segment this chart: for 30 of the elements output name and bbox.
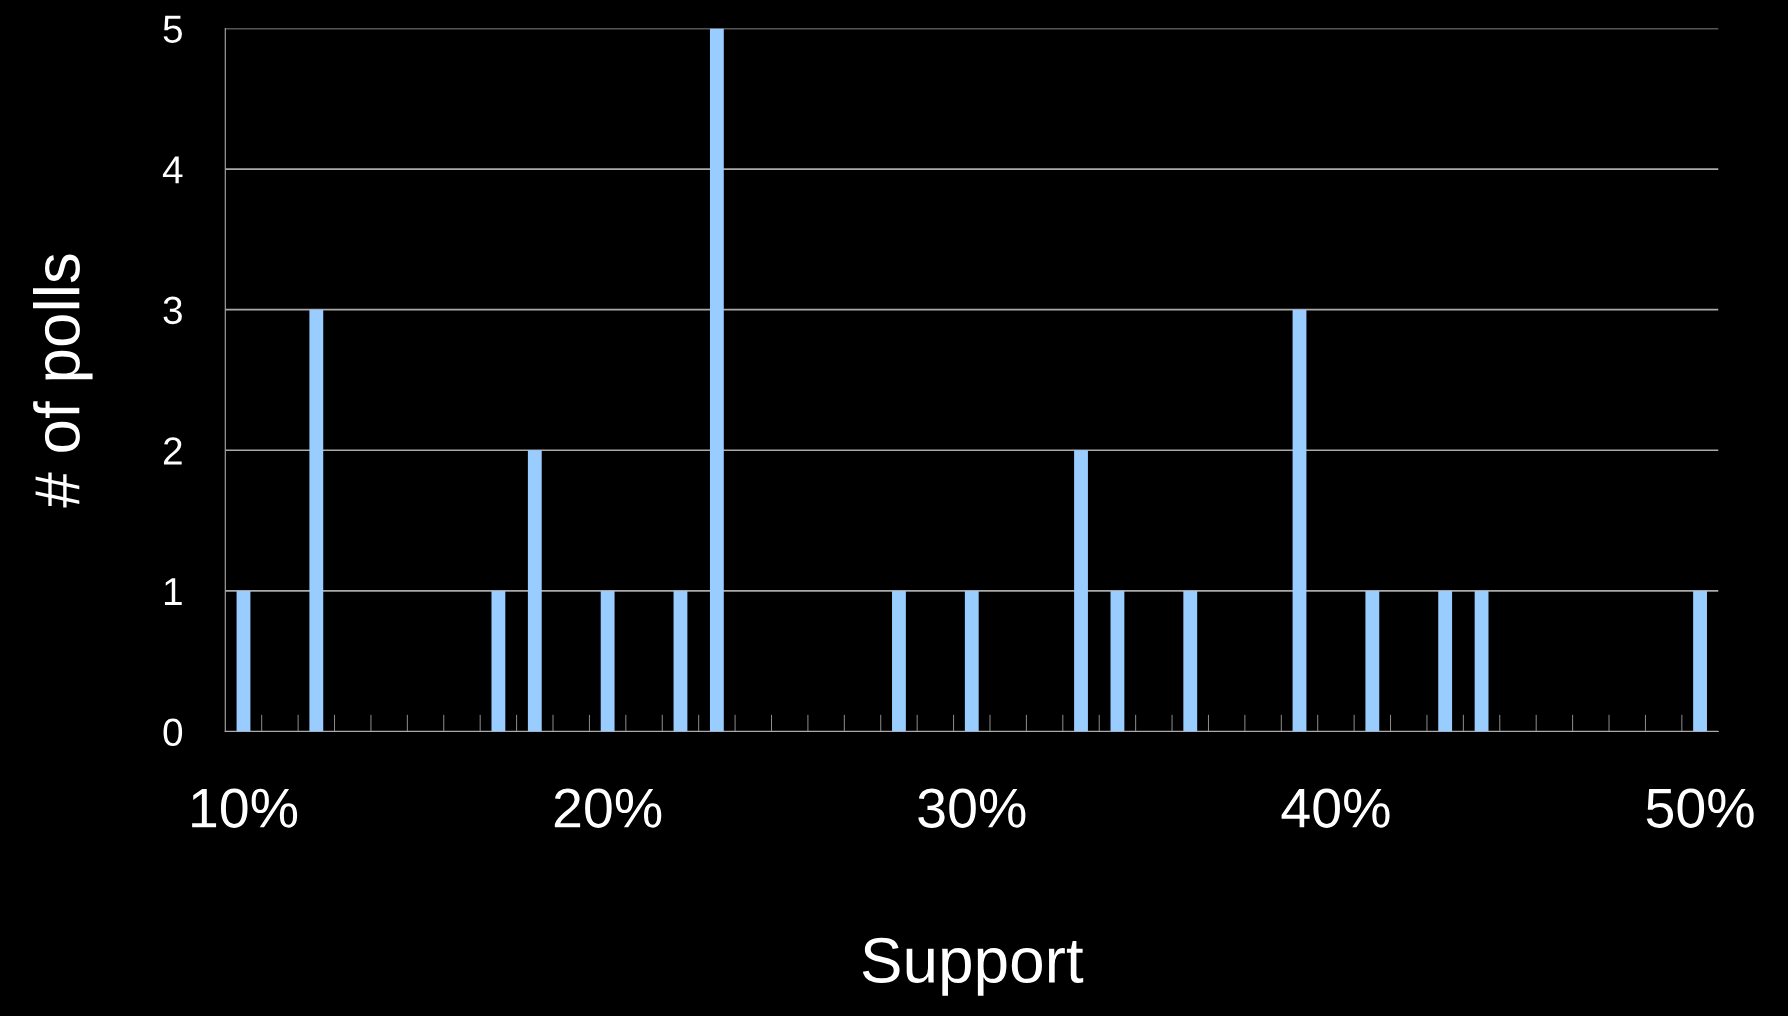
bar bbox=[1474, 590, 1489, 732]
bar bbox=[1110, 590, 1125, 732]
bar bbox=[236, 590, 251, 732]
bar bbox=[309, 309, 324, 732]
x-tick-label: 10% bbox=[192, 788, 298, 828]
bar bbox=[1292, 309, 1307, 732]
y-tick-label: 1 bbox=[164, 578, 182, 605]
bar bbox=[673, 590, 688, 732]
x-axis-title: Support bbox=[862, 937, 1084, 996]
y-tick-label: 0 bbox=[163, 718, 183, 746]
bar bbox=[527, 450, 542, 732]
bar bbox=[1365, 590, 1380, 732]
bar bbox=[491, 590, 506, 732]
bar bbox=[964, 590, 979, 732]
bar bbox=[1438, 590, 1453, 732]
bar bbox=[892, 590, 906, 732]
y-tick-label: 2 bbox=[163, 437, 182, 465]
x-tick-label: 30% bbox=[918, 788, 1026, 828]
y-axis-title: # of polls bbox=[32, 254, 93, 508]
bar bbox=[1693, 590, 1707, 732]
y-tick-label: 3 bbox=[163, 296, 182, 325]
bar bbox=[1183, 590, 1198, 732]
y-tick-label: 5 bbox=[163, 15, 182, 43]
x-tick-label: 20% bbox=[554, 788, 662, 828]
y-tick-label: 4 bbox=[162, 156, 183, 184]
x-tick-label: 40% bbox=[1281, 788, 1390, 828]
bar bbox=[709, 28, 724, 732]
bar bbox=[600, 590, 615, 732]
bar bbox=[1074, 450, 1088, 732]
x-tick-label: 50% bbox=[1646, 788, 1754, 828]
